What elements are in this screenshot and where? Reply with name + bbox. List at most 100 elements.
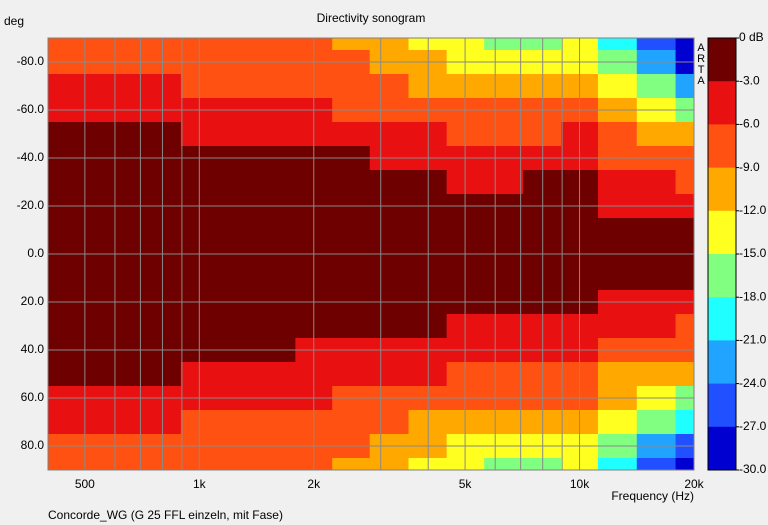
colorbar-band <box>708 340 736 385</box>
heat-cell <box>446 218 485 243</box>
heat-cell <box>597 458 638 471</box>
heat-cell <box>48 170 67 195</box>
heat-cell <box>217 170 258 195</box>
heat-cell <box>636 38 677 51</box>
colorbar-band <box>708 254 736 298</box>
heat-cell <box>636 122 677 147</box>
heat-cell <box>66 38 105 51</box>
heat-cell <box>636 314 677 339</box>
heat-cell <box>103 314 144 339</box>
heat-cell <box>446 38 485 51</box>
colorbar-label: -6.0 <box>739 117 760 131</box>
heat-cell <box>484 38 524 51</box>
heat-cell <box>332 218 371 243</box>
chart-title: Directivity sonogram <box>317 11 426 25</box>
heat-cell <box>636 458 677 471</box>
x-tick-label: 500 <box>75 477 95 491</box>
heat-cell <box>446 314 485 339</box>
heat-cell <box>332 314 371 339</box>
colorbar-label: -9.0 <box>739 160 760 174</box>
heat-cell <box>675 38 695 51</box>
heat-cell <box>256 266 296 291</box>
heat-cell <box>675 74 695 99</box>
heat-cell <box>48 266 67 291</box>
heat-cell <box>369 362 410 387</box>
heat-cell <box>675 218 695 243</box>
heat-cell <box>675 458 695 471</box>
heat-cell <box>217 122 258 147</box>
heat-cell <box>597 266 638 291</box>
heat-cell <box>332 458 371 471</box>
heat-cell <box>597 74 638 99</box>
colorbar-band <box>708 81 736 125</box>
x-axis-label: Frequency (Hz) <box>611 489 694 503</box>
heat-cell <box>484 410 524 435</box>
heat-cell <box>256 362 296 387</box>
heat-cell <box>256 170 296 195</box>
colorbar-label: -18.0 <box>739 289 767 303</box>
heat-cell <box>48 410 67 435</box>
heat-cell <box>597 362 638 387</box>
colorbar-label: -30.0 <box>739 462 767 476</box>
heat-cell <box>103 266 144 291</box>
colorbar-label: -3.0 <box>739 73 760 87</box>
heat-cell <box>332 38 371 51</box>
heat-cell <box>48 122 67 147</box>
heat-cell <box>636 410 677 435</box>
heat-cell <box>446 122 485 147</box>
colorbar-band <box>708 38 736 82</box>
heat-cell <box>369 170 410 195</box>
colorbar-label: -12.0 <box>739 203 767 217</box>
heat-cell <box>369 266 410 291</box>
heat-cell <box>446 458 485 471</box>
heat-cell <box>369 218 410 243</box>
heat-cell <box>675 122 695 147</box>
heat-cell <box>597 314 638 339</box>
heat-cell <box>484 170 524 195</box>
colorbar-frame <box>707 37 737 471</box>
heat-cell <box>103 38 144 51</box>
heat-cell <box>675 314 695 339</box>
watermark: ARTA <box>695 42 707 86</box>
heat-cell <box>636 362 677 387</box>
heat-cell <box>369 458 410 471</box>
colorbar-band <box>708 426 736 471</box>
heat-cell <box>103 122 144 147</box>
heat-cell <box>217 74 258 99</box>
y-tick-label: 80.0 <box>21 438 45 452</box>
heat-cell <box>217 38 258 51</box>
heat-cell <box>66 74 105 99</box>
heat-cell <box>48 362 67 387</box>
heat-cell <box>484 458 524 471</box>
heat-cell <box>484 362 524 387</box>
heat-cell <box>66 362 105 387</box>
heat-cell <box>484 122 524 147</box>
heat-cell <box>217 362 258 387</box>
heat-cell <box>103 74 144 99</box>
heat-cell <box>446 170 485 195</box>
heat-cell <box>217 218 258 243</box>
heat-cell <box>217 458 258 471</box>
y-tick-label: -20.0 <box>17 198 45 212</box>
heat-cell <box>446 266 485 291</box>
heat-cell <box>369 38 410 51</box>
heat-cell <box>256 458 296 471</box>
heat-cell <box>446 410 485 435</box>
heat-cell <box>636 74 677 99</box>
heat-cell <box>597 170 638 195</box>
x-tick-label: 5k <box>459 477 473 491</box>
heat-cell <box>256 410 296 435</box>
colorbar-label: 0 dB <box>739 30 764 44</box>
heat-cell <box>66 458 105 471</box>
heat-cell <box>369 410 410 435</box>
heat-cell <box>484 218 524 243</box>
heat-cell <box>675 410 695 435</box>
heat-cell <box>332 362 371 387</box>
x-tick-label: 1k <box>193 477 207 491</box>
heat-cell <box>103 410 144 435</box>
heat-cell <box>48 218 67 243</box>
heat-cell <box>446 74 485 99</box>
heat-cell <box>103 170 144 195</box>
y-tick-label: 40.0 <box>21 342 45 356</box>
